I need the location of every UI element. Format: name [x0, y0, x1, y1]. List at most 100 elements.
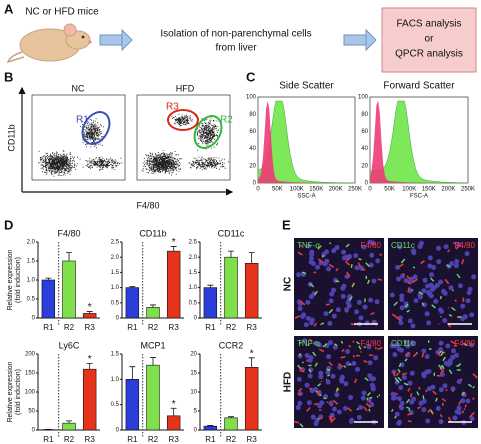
flow-arrow [99, 28, 133, 52]
mouse-icon [6, 23, 92, 64]
y-tick-label: 2.0 [27, 240, 36, 246]
result-text: or [425, 34, 435, 45]
y-tick-label: 80 [361, 112, 368, 118]
histogram-pink [258, 101, 355, 183]
y-tick-label: 50 [28, 409, 35, 415]
error-bar [129, 286, 136, 288]
stain-label: F4/80 [455, 339, 476, 348]
y-tick-label: 10 [190, 390, 197, 396]
error-bar [170, 407, 177, 416]
green-stain [390, 340, 475, 419]
row-label: NC [283, 277, 294, 291]
bar [125, 379, 140, 431]
histogram-green [369, 100, 469, 184]
y-tick-label: 100 [358, 95, 369, 101]
step-text: Isolation of non-parenchymal cells [160, 29, 311, 40]
row-label: HFD [283, 372, 294, 393]
x-tick-label: R1 [205, 323, 216, 332]
y-tick-label: 20 [190, 352, 197, 358]
stain-label: CD11c [391, 241, 415, 250]
bar [62, 260, 76, 319]
flow-dots [38, 113, 230, 177]
x-tick-label: R2 [64, 323, 75, 332]
y-tick-label: 2.5 [111, 240, 120, 246]
chart-title: CD11b [139, 228, 166, 238]
bar [166, 415, 181, 431]
y-tick-label: 0 [32, 428, 36, 434]
y-tick-label: 200 [25, 352, 36, 358]
red-stain [293, 338, 383, 424]
chart-title: F4/80 [57, 228, 80, 238]
stain-label: F4/80 [361, 339, 382, 348]
histograms: Side Scatter 0 20 40 60 80 100 0 50K 100K 150K 200K… [246, 81, 475, 200]
y-tick-label: 0 [32, 316, 36, 322]
bar [82, 313, 97, 319]
x-tick-label: R3 [247, 323, 258, 332]
group-title: NC [72, 83, 85, 93]
x-tick-label: R2 [226, 435, 237, 444]
y-tick-label: 0 [365, 181, 369, 187]
bar [41, 279, 56, 319]
x-tick-label: 50K [384, 187, 395, 193]
x-tick-label: 200K [329, 187, 343, 193]
green-stain [297, 340, 381, 428]
y-tick-label: 0 [194, 316, 198, 322]
error-bar [248, 252, 255, 264]
bar [244, 262, 259, 319]
chart-title: Ly6C [59, 340, 80, 350]
y-tick-label: 0 [116, 428, 120, 434]
y-tick-label: 0 [253, 181, 257, 187]
y-axis-title: (fold induction) [15, 369, 22, 415]
panel-letter: A [4, 1, 14, 16]
error-bar [45, 277, 52, 280]
x-tick-label: 200K [441, 187, 455, 193]
error-bar [228, 250, 234, 258]
y-tick-label: 150 [25, 371, 36, 377]
bar [125, 287, 140, 319]
result-box [381, 7, 477, 73]
panel-letter: D [4, 217, 13, 232]
y-tick-label: 0.5 [111, 300, 120, 306]
group-title: HFD [176, 83, 195, 93]
error-bar [66, 252, 72, 261]
error-bar [150, 357, 156, 366]
histogram-green [257, 100, 356, 184]
y-tick-label: 40 [249, 146, 256, 152]
y-tick-label: 2.0 [111, 255, 120, 261]
y-axis-title: Relative expression [7, 249, 14, 310]
gate-r2 [193, 115, 223, 149]
bar [203, 425, 218, 431]
chart-title: CCR2 [219, 340, 244, 350]
bar [224, 256, 238, 319]
chart-title: CD11c [218, 228, 245, 238]
dot-cloud [141, 113, 230, 176]
x-tick-label: 0 [256, 187, 260, 193]
y-tick-label: 1.5 [111, 352, 120, 358]
x-tick-label: R3 [85, 435, 96, 444]
y-tick-label: 0.5 [189, 300, 198, 306]
gate-label: R1 [76, 115, 89, 126]
error-bar [228, 416, 234, 418]
error-bar [86, 363, 93, 370]
x-tick-label: R1 [205, 435, 216, 444]
significance: * [172, 237, 176, 248]
micrographs: NC TNF-α F4/80 CD11c F4/80 HFD TNF-α F4/80 CD11c… [283, 238, 478, 428]
y-tick-label: 0 [116, 316, 120, 322]
significance: * [88, 302, 92, 313]
x-tick-label: 250K [461, 187, 475, 193]
y-tick-label: 60 [249, 129, 256, 135]
plot-title: Forward Scatter [383, 81, 455, 92]
dot-plot [136, 94, 231, 181]
x-tick-label: 100K [402, 187, 416, 193]
error-bar [207, 425, 214, 427]
bar [146, 307, 160, 319]
panel-letter: E [282, 217, 291, 232]
panel-letter: B [4, 69, 13, 84]
error-bar [248, 357, 255, 368]
y-tick-label: 1.0 [111, 285, 120, 291]
y-tick-label: 5 [194, 409, 198, 415]
bar [166, 250, 181, 319]
x-tick-label: R2 [64, 435, 75, 444]
stain-label: F4/80 [455, 241, 476, 250]
bar [224, 417, 238, 431]
